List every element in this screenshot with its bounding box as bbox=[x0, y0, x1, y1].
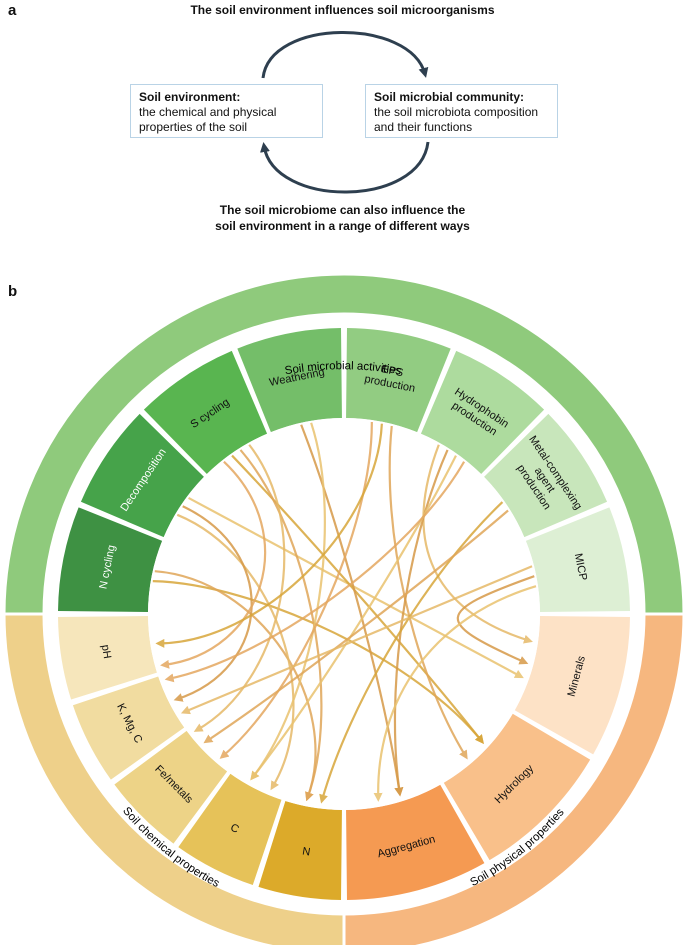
influence-arrow bbox=[422, 444, 533, 644]
soil-environment-line: the chemical and physical bbox=[139, 105, 277, 119]
influence-arrow bbox=[319, 501, 504, 804]
influence-arrow bbox=[373, 585, 537, 802]
influence-arrow bbox=[155, 423, 383, 648]
outer-ring-soil-physical-properties bbox=[342, 612, 685, 945]
microbial-community-title: Soil microbial community: bbox=[374, 90, 525, 104]
influence-arrow bbox=[176, 513, 295, 791]
influence-arrow bbox=[180, 565, 533, 715]
outer-ring-soil-chemical-properties bbox=[2, 612, 346, 945]
segment-hydrophobin-production bbox=[420, 350, 545, 474]
segment-n bbox=[258, 801, 342, 900]
center-circle bbox=[148, 418, 540, 810]
bottom-cycle-arrow bbox=[260, 141, 430, 194]
panel-a-cycle-arrows bbox=[260, 31, 430, 194]
segment-n-cycling bbox=[58, 507, 163, 612]
segment-eps-production bbox=[346, 328, 451, 433]
segment-label-line: N bbox=[301, 845, 311, 858]
microbial-community-line: the soil microbiota composition bbox=[374, 105, 539, 119]
segment-label-line: pH bbox=[99, 644, 113, 660]
inner-segments bbox=[58, 328, 630, 900]
segment-label-line: EPS bbox=[380, 363, 404, 379]
influence-arrow bbox=[300, 424, 404, 797]
microbial-community-line: and their functions bbox=[374, 120, 473, 134]
influence-arrow bbox=[154, 570, 317, 802]
segment-micp bbox=[525, 507, 630, 612]
segment-fe-metals bbox=[114, 730, 228, 844]
top-caption: The soil environment influences soil mic… bbox=[190, 3, 495, 17]
segment-decomposition bbox=[80, 413, 204, 538]
influence-arrow bbox=[239, 449, 323, 802]
panel-b-letter: b bbox=[8, 283, 18, 300]
panel-a-letter: a bbox=[8, 2, 17, 19]
segment-ph bbox=[58, 616, 157, 700]
soil-environment-line: properties of the soil bbox=[139, 120, 248, 134]
influence-arrow bbox=[152, 580, 484, 744]
segment-label-line: MICP bbox=[572, 552, 589, 581]
segment-weathering bbox=[237, 328, 342, 433]
segment-c bbox=[178, 773, 282, 886]
bottom-caption: The soil microbiome can also influence t… bbox=[150, 202, 535, 234]
top-cycle-arrow bbox=[261, 31, 429, 79]
influence-arrow bbox=[250, 455, 457, 781]
soil-environment-title: Soil environment: bbox=[139, 90, 241, 104]
segment-aggregation bbox=[346, 784, 485, 900]
segment-metal-complexing-agent-production bbox=[484, 413, 608, 538]
influence-arrow bbox=[203, 509, 509, 744]
segment-label-n: N bbox=[301, 845, 311, 858]
segment-minerals bbox=[514, 616, 630, 755]
ring-label-microbial-activities: Soil microbial activities bbox=[284, 360, 402, 377]
segment-label-micp: MICP bbox=[572, 552, 589, 581]
outer-ring bbox=[2, 272, 685, 945]
segment-hydrology bbox=[443, 713, 591, 861]
influence-arrow bbox=[193, 444, 286, 732]
influence-arrow bbox=[164, 461, 466, 683]
segment-k-mg-c bbox=[72, 676, 185, 780]
soil-microbial-community-box: Soil microbial community: the soil micro… bbox=[365, 84, 558, 138]
influence-arrow bbox=[160, 460, 267, 669]
influence-arrow bbox=[219, 422, 373, 759]
influence-arrow bbox=[456, 575, 535, 665]
bottom-caption-line: soil environment in a range of different… bbox=[215, 219, 470, 233]
influence-arrows bbox=[152, 422, 537, 804]
influence-arrow bbox=[188, 496, 524, 679]
influence-arrow bbox=[231, 454, 484, 744]
segment-label-ph: pH bbox=[99, 644, 113, 660]
soil-environment-box: Soil environment: the chemical and physi… bbox=[130, 84, 323, 138]
segment-s-cycling bbox=[143, 350, 268, 474]
bottom-caption-line: The soil microbiome can also influence t… bbox=[219, 203, 466, 217]
